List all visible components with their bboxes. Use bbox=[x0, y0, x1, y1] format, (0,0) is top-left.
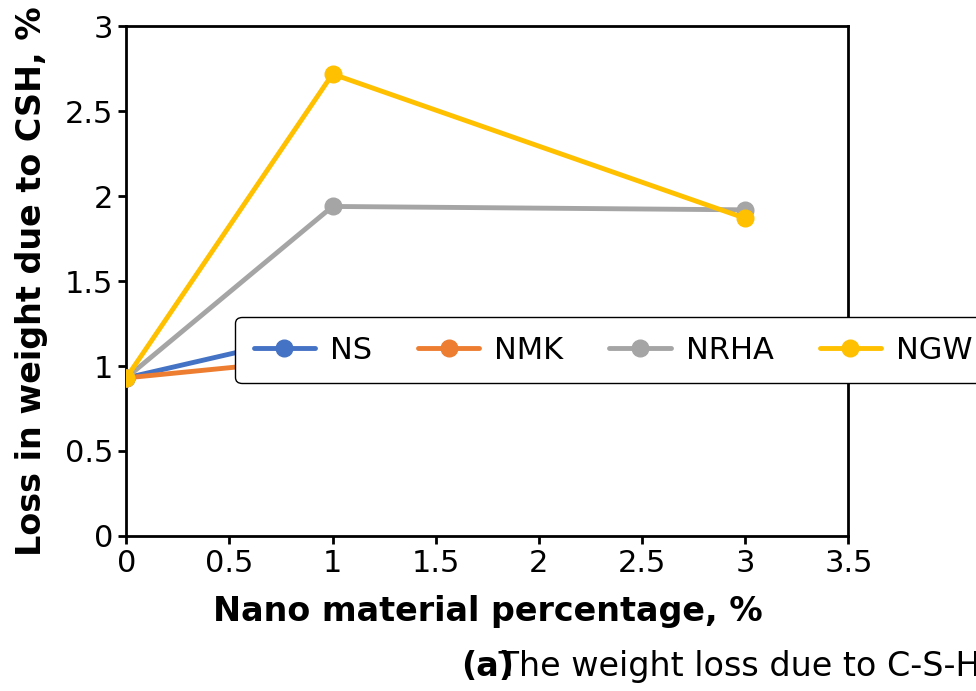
Legend: NS, NMK, NRHA, NGW: NS, NMK, NRHA, NGW bbox=[235, 317, 976, 383]
NMK bbox=[120, 374, 132, 382]
NS bbox=[120, 374, 132, 382]
NS bbox=[740, 352, 752, 360]
X-axis label: Nano material percentage, %: Nano material percentage, % bbox=[213, 595, 762, 627]
NMK bbox=[740, 369, 752, 377]
NRHA bbox=[327, 202, 339, 211]
NGW bbox=[120, 374, 132, 382]
Y-axis label: Loss in weight due to CSH, %: Loss in weight due to CSH, % bbox=[15, 6, 48, 556]
Line: NS: NS bbox=[118, 322, 753, 386]
NGW bbox=[740, 214, 752, 223]
Text: (a): (a) bbox=[462, 650, 514, 683]
NMK bbox=[327, 353, 339, 361]
NS bbox=[327, 326, 339, 334]
NRHA bbox=[740, 206, 752, 214]
Line: NMK: NMK bbox=[118, 349, 753, 386]
NRHA bbox=[120, 374, 132, 382]
Text: The weight loss due to C-S-H decomposition: The weight loss due to C-S-H decompositi… bbox=[488, 650, 976, 683]
Line: NGW: NGW bbox=[118, 66, 753, 386]
Line: NRHA: NRHA bbox=[118, 198, 753, 386]
NGW bbox=[327, 70, 339, 78]
